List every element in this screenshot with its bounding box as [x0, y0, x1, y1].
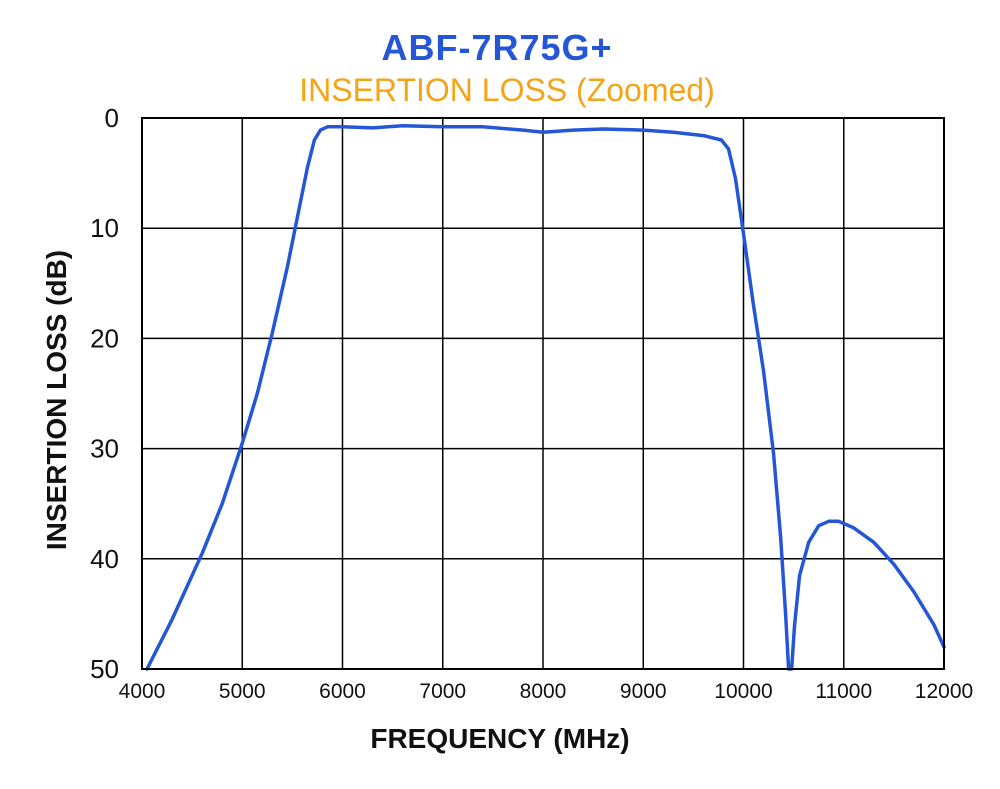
x-tick-labels: 4000 5000 6000 7000 8000 9000 10000 11000 12000 — [119, 680, 974, 703]
plot-frame — [141, 117, 945, 670]
series-group — [145, 123, 946, 671]
x-tick-label: 7000 — [419, 680, 466, 703]
x-tick-label: 6000 — [319, 680, 366, 703]
y-tick-label: 20 — [90, 323, 119, 353]
x-tick-label: 11000 — [815, 680, 872, 703]
x-axis-label: FREQUENCY (MHz) — [370, 723, 629, 754]
y-tick-label: 40 — [90, 544, 119, 574]
x-tick-label: 4000 — [119, 680, 166, 703]
chart-subtitle: INSERTION LOSS (Zoomed) — [299, 72, 715, 108]
grid — [141, 117, 945, 670]
y-tick-label: 10 — [90, 213, 119, 243]
y-tick-label: 30 — [90, 434, 119, 464]
x-tick-label: 8000 — [520, 680, 567, 703]
y-tick-label: 50 — [90, 654, 119, 684]
x-tick-label: 12000 — [915, 680, 973, 703]
y-tick-labels: 0 10 20 30 40 50 — [90, 103, 119, 684]
x-tick-label: 10000 — [714, 680, 772, 703]
chart-title: ABF-7R75G+ — [381, 27, 612, 68]
x-tick-label: 9000 — [620, 680, 667, 703]
y-axis-label: INSERTION LOSS (dB) — [41, 250, 72, 550]
insertion-loss-series-line — [145, 123, 946, 671]
y-tick-label: 0 — [105, 103, 119, 133]
x-tick-label: 5000 — [219, 680, 266, 703]
